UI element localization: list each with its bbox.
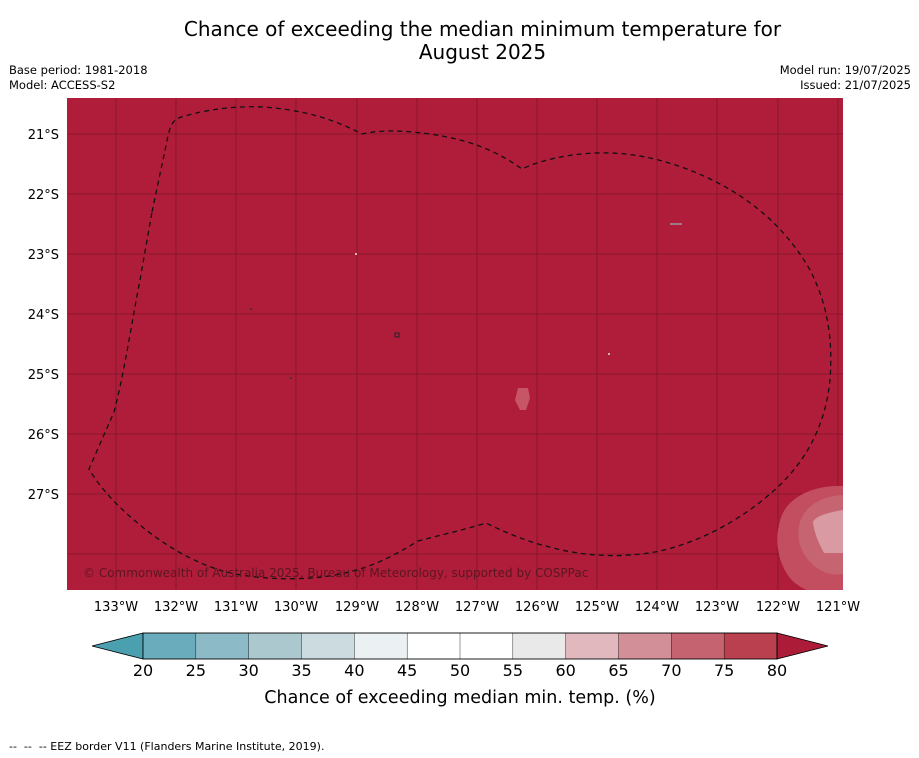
- meta-left: Base period: 1981-2018 Model: ACCESS-S2: [9, 63, 148, 92]
- eez-border: [88, 106, 832, 580]
- map-background: [67, 98, 843, 590]
- colorbar-segment: [565, 632, 620, 660]
- colorbar-under-arrow: [91, 632, 144, 660]
- lon-label: 128°W: [395, 600, 439, 615]
- contour-patch-65: [813, 510, 843, 553]
- colorbar-tick-label: 70: [661, 661, 681, 680]
- colorbar-segment: [142, 632, 197, 660]
- colorbar-tick-label: 30: [238, 661, 258, 680]
- model-name: Model: ACCESS-S2: [9, 77, 116, 92]
- colorbar-label: Chance of exceeding median min. temp. (%…: [264, 688, 655, 708]
- map-content: © Commonwealth of Australia 2025, Bureau…: [67, 98, 843, 590]
- lon-label: 122°W: [756, 600, 800, 615]
- model-run: Model run: 19/07/2025: [779, 63, 911, 77]
- colorbar-tick-label: 75: [714, 661, 734, 680]
- colorbar-segments: [142, 632, 778, 660]
- colorbar-over-arrow: [776, 632, 829, 660]
- lon-label: 126°W: [515, 600, 559, 615]
- lon-label: 129°W: [335, 600, 379, 615]
- colorbar-segment: [354, 632, 408, 660]
- lon-label: 121°W: [816, 600, 860, 615]
- colorbar-tick-label: 20: [133, 661, 153, 680]
- colorbar-segment: [195, 632, 250, 660]
- lon-label: 125°W: [575, 600, 619, 615]
- lat-label: 22°S: [28, 188, 59, 203]
- title-line-1: Chance of exceeding the median minimum t…: [183, 17, 782, 41]
- colorbar-tick-label: 40: [344, 661, 364, 680]
- colorbar-tick-label: 45: [397, 661, 417, 680]
- colorbar-tick-label: 65: [608, 661, 628, 680]
- colorbar-tick-label: 80: [767, 661, 787, 680]
- colorbar-segment: [618, 632, 673, 660]
- island-dash: [670, 223, 682, 225]
- colorbar-segment: [406, 632, 461, 660]
- lat-label: 23°S: [28, 248, 59, 263]
- lat-label: 27°S: [28, 488, 59, 503]
- colorbar-tick-label: 25: [186, 661, 206, 680]
- colorbar-segment: [512, 632, 567, 660]
- colorbar-outline: [142, 632, 778, 660]
- island-dot: [608, 353, 610, 355]
- colorbar-ticks: 20 25 30 35 40 45 50 55 60 65 70 75 80: [133, 661, 787, 680]
- latitude-axis: 21°S 22°S 23°S 24°S 25°S 26°S 27°S: [28, 128, 59, 503]
- colorbar: 20 25 30 35 40 45 50 55 60 65 70 75 80 Chance of exc…: [91, 632, 829, 708]
- lat-label: 21°S: [28, 128, 59, 143]
- title-line-2: August 2025: [418, 40, 547, 64]
- lon-label: 131°W: [214, 600, 258, 615]
- lon-label: 127°W: [455, 600, 499, 615]
- island-dot: [290, 377, 292, 379]
- contour-patch-small: [515, 388, 530, 410]
- colorbar-segment: [671, 632, 725, 660]
- chart-title: Chance of exceeding the median minimum t…: [0, 18, 919, 64]
- lon-label: 124°W: [635, 600, 679, 615]
- eez-footnote: -- -- -- EEZ border V11 (Flanders Marine…: [9, 740, 325, 753]
- base-period: Base period: 1981-2018: [9, 63, 148, 77]
- colorbar-segment: [248, 632, 303, 660]
- colorbar-tick-label: 55: [503, 661, 523, 680]
- meta-right: Model run: 19/07/2025 Issued: 21/07/2025: [780, 63, 911, 92]
- colorbar-segment: [723, 632, 778, 660]
- lon-label: 123°W: [695, 600, 739, 615]
- lon-label: 133°W: [94, 600, 138, 615]
- colorbar-segment: [301, 632, 356, 660]
- lat-label: 25°S: [28, 368, 59, 383]
- island-dot: [250, 308, 252, 310]
- colorbar-tick-label: 35: [291, 661, 311, 680]
- lon-label: 132°W: [154, 600, 198, 615]
- lat-label: 24°S: [28, 308, 59, 323]
- lat-label: 26°S: [28, 428, 59, 443]
- colorbar-segment: [459, 632, 514, 660]
- colorbar-tick-label: 50: [450, 661, 470, 680]
- longitude-axis: 133°W 132°W 131°W 130°W 129°W 128°W 127°…: [94, 600, 860, 615]
- issued-date: Issued: 21/07/2025: [800, 77, 911, 92]
- island-marker: [394, 332, 400, 338]
- lon-label: 130°W: [274, 600, 318, 615]
- colorbar-tick-label: 60: [555, 661, 575, 680]
- island-dot: [355, 253, 357, 255]
- copyright-notice: © Commonwealth of Australia 2025, Bureau…: [83, 566, 588, 580]
